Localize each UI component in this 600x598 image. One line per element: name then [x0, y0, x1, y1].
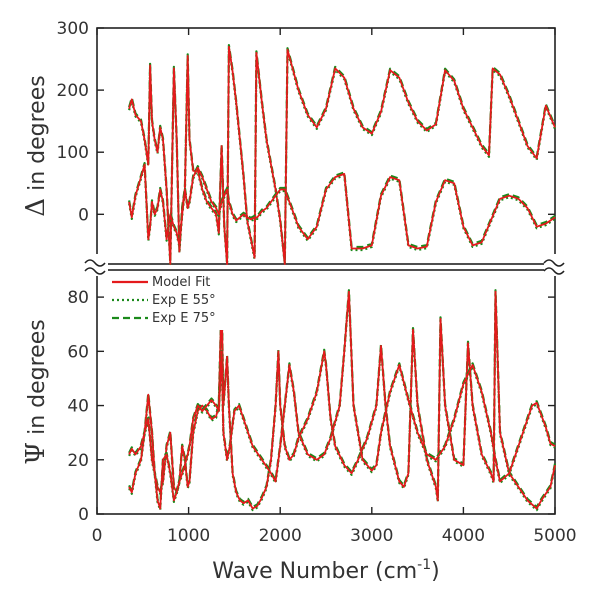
delta-axis-title: Δ in degrees: [21, 75, 51, 216]
plot-curves: [128, 44, 557, 512]
delta-y-tick-label: 0: [78, 205, 89, 225]
x-tick-label: 1000: [167, 526, 210, 546]
delta-y-tick-label: 200: [57, 81, 89, 101]
psi-y-tick-label: 40: [67, 397, 89, 417]
delta-delta55-exp-75-line: [128, 44, 557, 264]
psi-y-tick-label: 80: [67, 288, 89, 308]
psi-axis-title: Ψ in degrees: [21, 319, 51, 464]
legend: Model Fit Exp E 55° Exp E 75°: [105, 272, 255, 330]
x-tick-label: 3000: [350, 526, 393, 546]
delta-delta75-exp-75-line: [128, 162, 556, 249]
legend-label-model-fit: Model Fit: [152, 275, 210, 290]
x-axis-title: Wave Number (cm-1): [212, 557, 439, 584]
x-tick-label: 4000: [442, 526, 485, 546]
axis-break-left: [84, 254, 108, 276]
legend-label-exp-55: Exp E 55°: [152, 293, 216, 308]
x-tick-label: 0: [92, 526, 103, 546]
delta-plot-frame: [96, 27, 556, 265]
psi-y-tick-label: 20: [67, 451, 89, 471]
legend-label-exp-75: Exp E 75°: [152, 311, 216, 326]
axis-break-right: [543, 254, 566, 276]
delta-delta75-model-fit-line: [128, 163, 556, 250]
psi-plot-frame: [96, 269, 556, 515]
delta-y-tick-label: 100: [57, 143, 89, 163]
x-tick-label: 2000: [259, 526, 302, 546]
delta-y-tick-label: 300: [57, 19, 89, 39]
x-tick-label: 5000: [533, 526, 576, 546]
psi-y-tick-label: 60: [67, 342, 89, 362]
psi-y-tick-label: 0: [78, 505, 89, 525]
psi-psi75-model-fit-line: [128, 290, 556, 510]
delta-delta55-model-fit-line: [128, 45, 556, 265]
